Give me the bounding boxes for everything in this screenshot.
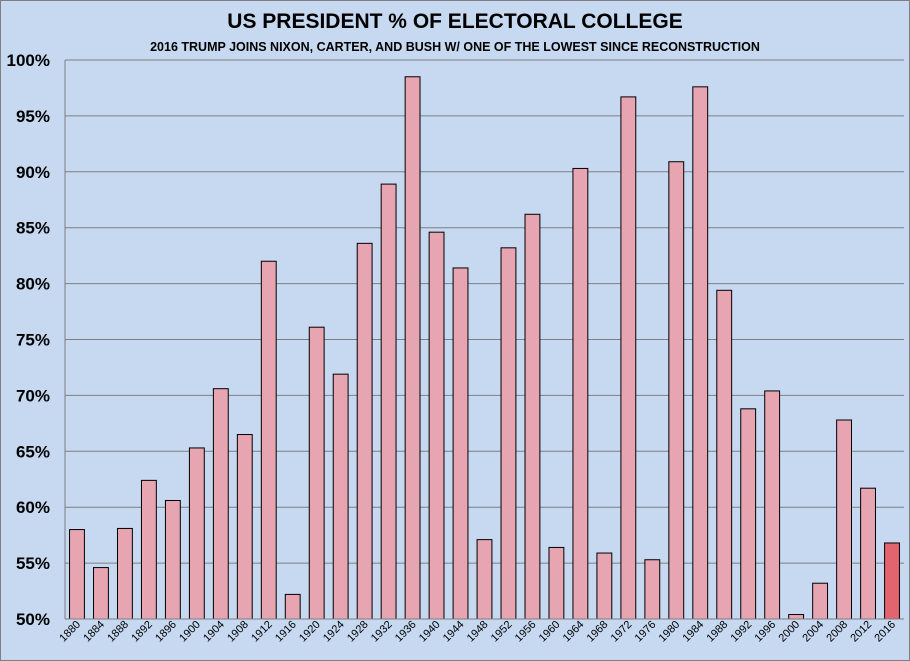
bar-1940 xyxy=(428,231,445,620)
bar-1964 xyxy=(572,167,589,620)
x-tick-label: 1884 xyxy=(81,619,107,645)
x-tick-label: 1952 xyxy=(489,619,515,645)
y-tick-label: 55% xyxy=(16,554,50,573)
bar-2004 xyxy=(812,582,829,620)
y-tick-label: 80% xyxy=(16,275,50,294)
bar-1956 xyxy=(524,213,541,620)
x-tick-label: 1928 xyxy=(345,619,371,645)
y-tick-label: 65% xyxy=(16,442,50,461)
x-tick-label: 1936 xyxy=(393,619,419,645)
x-tick-label: 1940 xyxy=(417,619,443,645)
bar-1944 xyxy=(452,267,469,620)
x-tick-label: 1976 xyxy=(633,619,659,645)
x-tick-label: 1948 xyxy=(465,619,491,645)
bar-1972 xyxy=(620,96,637,620)
bar-1936 xyxy=(404,76,421,620)
bar-1980 xyxy=(668,161,685,620)
bar-1896 xyxy=(164,499,181,620)
bar-1984 xyxy=(692,86,709,620)
bar-2012 xyxy=(860,487,876,620)
bar-1960 xyxy=(548,546,565,620)
bar-2000 xyxy=(788,614,805,620)
x-tick-label: 1920 xyxy=(297,619,323,645)
x-tick-label: 1960 xyxy=(537,619,563,645)
bar-1892 xyxy=(140,479,157,620)
y-tick-label: 60% xyxy=(16,498,50,517)
y-tick-label: 50% xyxy=(16,610,50,629)
x-tick-label: 1980 xyxy=(657,619,683,645)
y-tick-label: 75% xyxy=(16,331,50,350)
chart-title: US PRESIDENT % OF ELECTORAL COLLEGE xyxy=(227,10,683,33)
bar-1928 xyxy=(356,242,373,620)
x-tick-label: 1892 xyxy=(129,619,155,645)
y-tick-label: 95% xyxy=(16,107,50,126)
bar-1916 xyxy=(284,593,301,620)
x-tick-label: 2008 xyxy=(824,619,850,645)
x-tick-label: 1956 xyxy=(513,619,539,645)
x-tick-label: 1964 xyxy=(561,619,587,645)
x-tick-label: 1972 xyxy=(609,619,635,645)
x-tick-label: 1912 xyxy=(249,619,275,645)
bar-1884 xyxy=(93,567,109,620)
x-tick-label: 1996 xyxy=(752,619,778,645)
x-tick-label: 1968 xyxy=(585,619,611,645)
x-tick-label: 1992 xyxy=(729,619,755,645)
bar-1900 xyxy=(188,447,205,620)
x-tick-label: 1904 xyxy=(201,619,227,645)
x-tick-label: 1900 xyxy=(177,619,203,645)
x-tick-label: 1916 xyxy=(273,619,299,645)
bar-1888 xyxy=(116,527,133,620)
y-tick-label: 90% xyxy=(16,163,50,182)
x-tick-label: 1924 xyxy=(321,619,347,645)
x-tick-label: 1908 xyxy=(225,619,251,645)
x-tick-label: 1888 xyxy=(105,619,131,645)
bar-1908 xyxy=(236,434,253,620)
bar-1952 xyxy=(500,247,517,620)
chart-subtitle: 2016 TRUMP JOINS NIXON, CARTER, AND BUSH… xyxy=(150,40,760,54)
bar-1880 xyxy=(69,529,85,620)
x-tick-label: 1984 xyxy=(681,619,707,645)
bar-1924 xyxy=(332,373,349,620)
y-tick-label: 70% xyxy=(16,386,50,405)
bar-2016 xyxy=(884,542,900,620)
x-tick-label: 1988 xyxy=(705,619,731,645)
bar-1968 xyxy=(596,552,613,620)
bar-2008 xyxy=(836,419,853,620)
bar-1932 xyxy=(380,183,397,620)
bar-1988 xyxy=(716,289,733,620)
bar-1920 xyxy=(308,326,325,620)
x-tick-label: 1880 xyxy=(57,619,83,645)
x-tick-label: 2016 xyxy=(872,619,898,645)
bar-1912 xyxy=(260,260,277,620)
x-tick-label: 2012 xyxy=(848,619,874,645)
bar-1992 xyxy=(740,408,757,620)
y-tick-label: 85% xyxy=(16,219,50,238)
bar-1948 xyxy=(476,539,493,620)
x-tick-label: 2000 xyxy=(776,619,802,645)
bar-1976 xyxy=(644,559,661,620)
x-tick-label: 1896 xyxy=(153,619,179,645)
bar-1996 xyxy=(764,390,781,620)
x-tick-label: 1944 xyxy=(441,619,467,645)
x-tick-label: 1932 xyxy=(369,619,395,645)
bar-1904 xyxy=(212,388,229,620)
y-tick-label: 100% xyxy=(7,51,50,70)
x-tick-label: 2004 xyxy=(800,619,826,645)
